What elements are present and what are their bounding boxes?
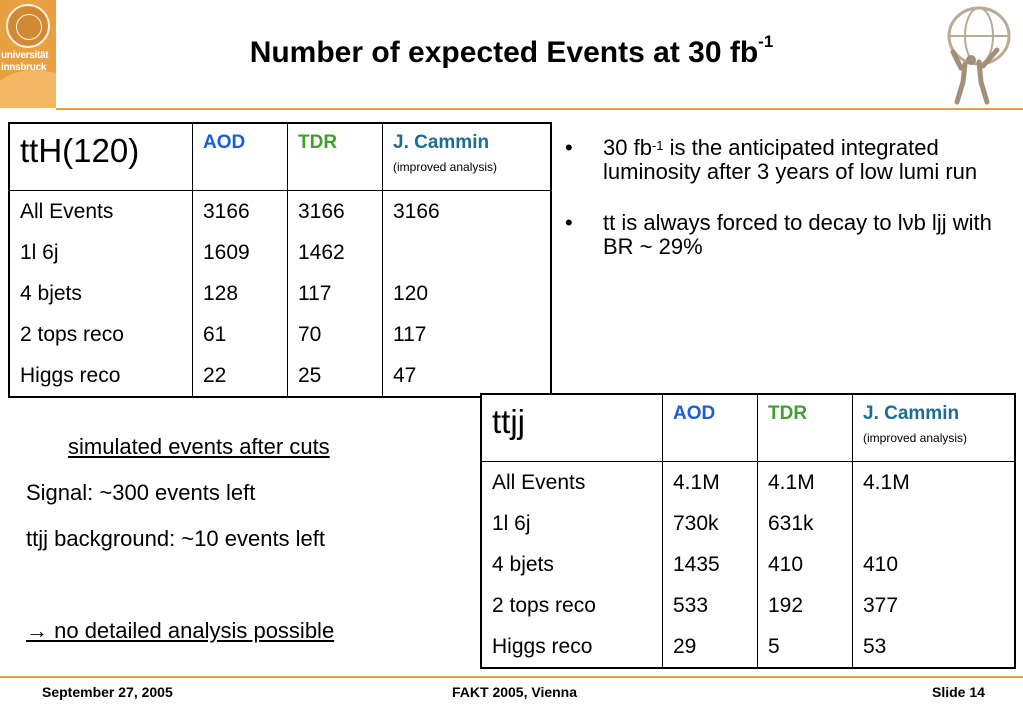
table-row: 2 tops reco 61 70 117 — [9, 314, 551, 355]
col-cammin-header: J. Cammin (improved analysis) — [382, 123, 551, 191]
cell-aod: 61 — [192, 314, 288, 355]
row-name: 4 bjets — [9, 273, 193, 314]
cell-tdr: 70 — [287, 314, 383, 355]
cell-cammin: 47 — [393, 364, 417, 387]
bullet-text: is the anticipated integrated luminosity… — [603, 135, 978, 184]
col-tdr-header: TDR — [757, 394, 853, 462]
cell-aod: 533 — [662, 585, 758, 626]
cell-cammin: 117 — [393, 323, 427, 346]
bullet-list: • 30 fb-1 is the anticipated integrated … — [560, 136, 1000, 286]
title-superscript: -1 — [758, 32, 774, 51]
tdr-label: TDR — [768, 403, 808, 424]
cell-tdr: 3166 — [287, 190, 383, 232]
ttjj-table: ttjj AOD TDR J. Cammin (improved analysis… — [480, 393, 1016, 669]
cell-tdr: 631k — [757, 503, 853, 544]
row-name: All Events — [481, 461, 663, 503]
cell-aod: 1435 — [662, 544, 758, 585]
cell-aod: 128 — [192, 273, 288, 314]
table-header-row: ttjj AOD TDR J. Cammin (improved analysis… — [481, 394, 1015, 462]
bullet-item: • tt is always forced to decay to lνb lj… — [560, 211, 1000, 259]
row-name: 2 tops reco — [481, 585, 663, 626]
aod-label: AOD — [673, 403, 716, 424]
cell-tdr: 5 — [757, 626, 853, 668]
col-aod-header: AOD — [662, 394, 758, 462]
slide-title: Number of expected Events at 30 fb-1 — [0, 32, 1023, 70]
table-row: 4 bjets 128 117 120 — [9, 273, 551, 314]
bullet-text: 30 fb — [603, 135, 652, 160]
header-note: (improved analysis) — [393, 160, 498, 174]
cell-tdr: 4.1M — [757, 461, 853, 503]
cell-cammin: 377 — [863, 594, 899, 617]
row-name: 1l 6j — [481, 503, 663, 544]
table-header-row: ttH(120) AOD TDR J. Cammin (improved anal… — [9, 123, 551, 191]
header-divider — [56, 108, 1023, 110]
cell-tdr: 410 — [757, 544, 853, 585]
tdr-label: TDR — [298, 132, 338, 153]
cell-aod: 4.1M — [662, 461, 758, 503]
cell-aod: 29 — [662, 626, 758, 668]
cell-cammin: 410 — [863, 553, 899, 576]
table-label: ttH(120) — [9, 123, 193, 191]
bullet-dot-icon: • — [565, 135, 573, 160]
cell-tdr: 25 — [287, 355, 383, 397]
logo-text-line2: innsbruck — [1, 62, 47, 73]
bullet-dot-icon: • — [565, 210, 573, 235]
cell-tdr: 117 — [287, 273, 383, 314]
seal-icon — [6, 4, 50, 48]
cell-cammin: 120 — [393, 282, 429, 305]
cell-cammin — [853, 503, 1016, 544]
table-label: ttjj — [481, 394, 663, 462]
col-tdr-header: TDR — [287, 123, 383, 191]
footer-date: September 27, 2005 — [42, 684, 173, 700]
table-row: All Events 3166 3166 3166 — [9, 190, 551, 232]
background-note: ttjj background: ~10 events left — [26, 526, 326, 551]
table-row: Higgs reco 22 25 47 — [9, 355, 551, 397]
cell-cammin: 53 — [863, 635, 887, 658]
atlas-logo-icon — [947, 6, 1011, 105]
cell-aod: 730k — [662, 503, 758, 544]
row-name: 1l 6j — [9, 232, 193, 273]
logo-text-line1: universität — [1, 50, 49, 61]
footer-divider — [0, 676, 1023, 678]
aod-label: AOD — [203, 132, 246, 153]
summary-notes: simulated events after cuts Signal: ~300… — [26, 434, 334, 664]
cell-tdr: 1462 — [287, 232, 383, 273]
tth-table: ttH(120) AOD TDR J. Cammin (improved anal… — [8, 122, 552, 398]
header-note: (improved analysis) — [863, 431, 968, 445]
bullet-superscript: -1 — [651, 138, 664, 153]
col-cammin-header: J. Cammin (improved analysis) — [852, 394, 1015, 462]
row-name: All Events — [9, 190, 193, 232]
footer-slide-number: Slide 14 — [932, 684, 985, 700]
row-name: Higgs reco — [481, 626, 663, 668]
cammin-label: J. Cammin — [393, 132, 490, 153]
bullet-text: tt is always forced to decay to lνb ljj … — [603, 210, 992, 259]
cell-cammin: 3166 — [393, 200, 440, 223]
cell-aod: 3166 — [192, 190, 288, 232]
title-text: Number of expected Events at 30 fb — [249, 36, 759, 69]
footer-event: FAKT 2005, Vienna — [452, 684, 578, 700]
signal-note: Signal: ~300 events left — [26, 480, 256, 505]
university-logo: universität innsbruck — [0, 0, 56, 108]
cell-cammin — [383, 232, 552, 273]
row-name: 4 bjets — [481, 544, 663, 585]
table-row: All Events 4.1M 4.1M 4.1M — [481, 461, 1015, 503]
cell-aod: 22 — [192, 355, 288, 397]
table-row: 1l 6j 1609 1462 — [9, 232, 551, 273]
bullet-item: • 30 fb-1 is the anticipated integrated … — [560, 136, 1000, 184]
table-row: Higgs reco 29 5 53 — [481, 626, 1015, 668]
cell-tdr: 192 — [757, 585, 853, 626]
cammin-label: J. Cammin — [863, 403, 960, 424]
conclusion-note: → no detailed analysis possible — [26, 618, 335, 643]
notes-heading: simulated events after cuts — [68, 434, 330, 459]
cell-aod: 1609 — [192, 232, 288, 273]
col-aod-header: AOD — [192, 123, 288, 191]
table-row: 1l 6j 730k 631k — [481, 503, 1015, 544]
cell-cammin: 4.1M — [863, 471, 910, 494]
row-name: Higgs reco — [9, 355, 193, 397]
table-row: 2 tops reco 533 192 377 — [481, 585, 1015, 626]
table-row: 4 bjets 1435 410 410 — [481, 544, 1015, 585]
row-name: 2 tops reco — [9, 314, 193, 355]
